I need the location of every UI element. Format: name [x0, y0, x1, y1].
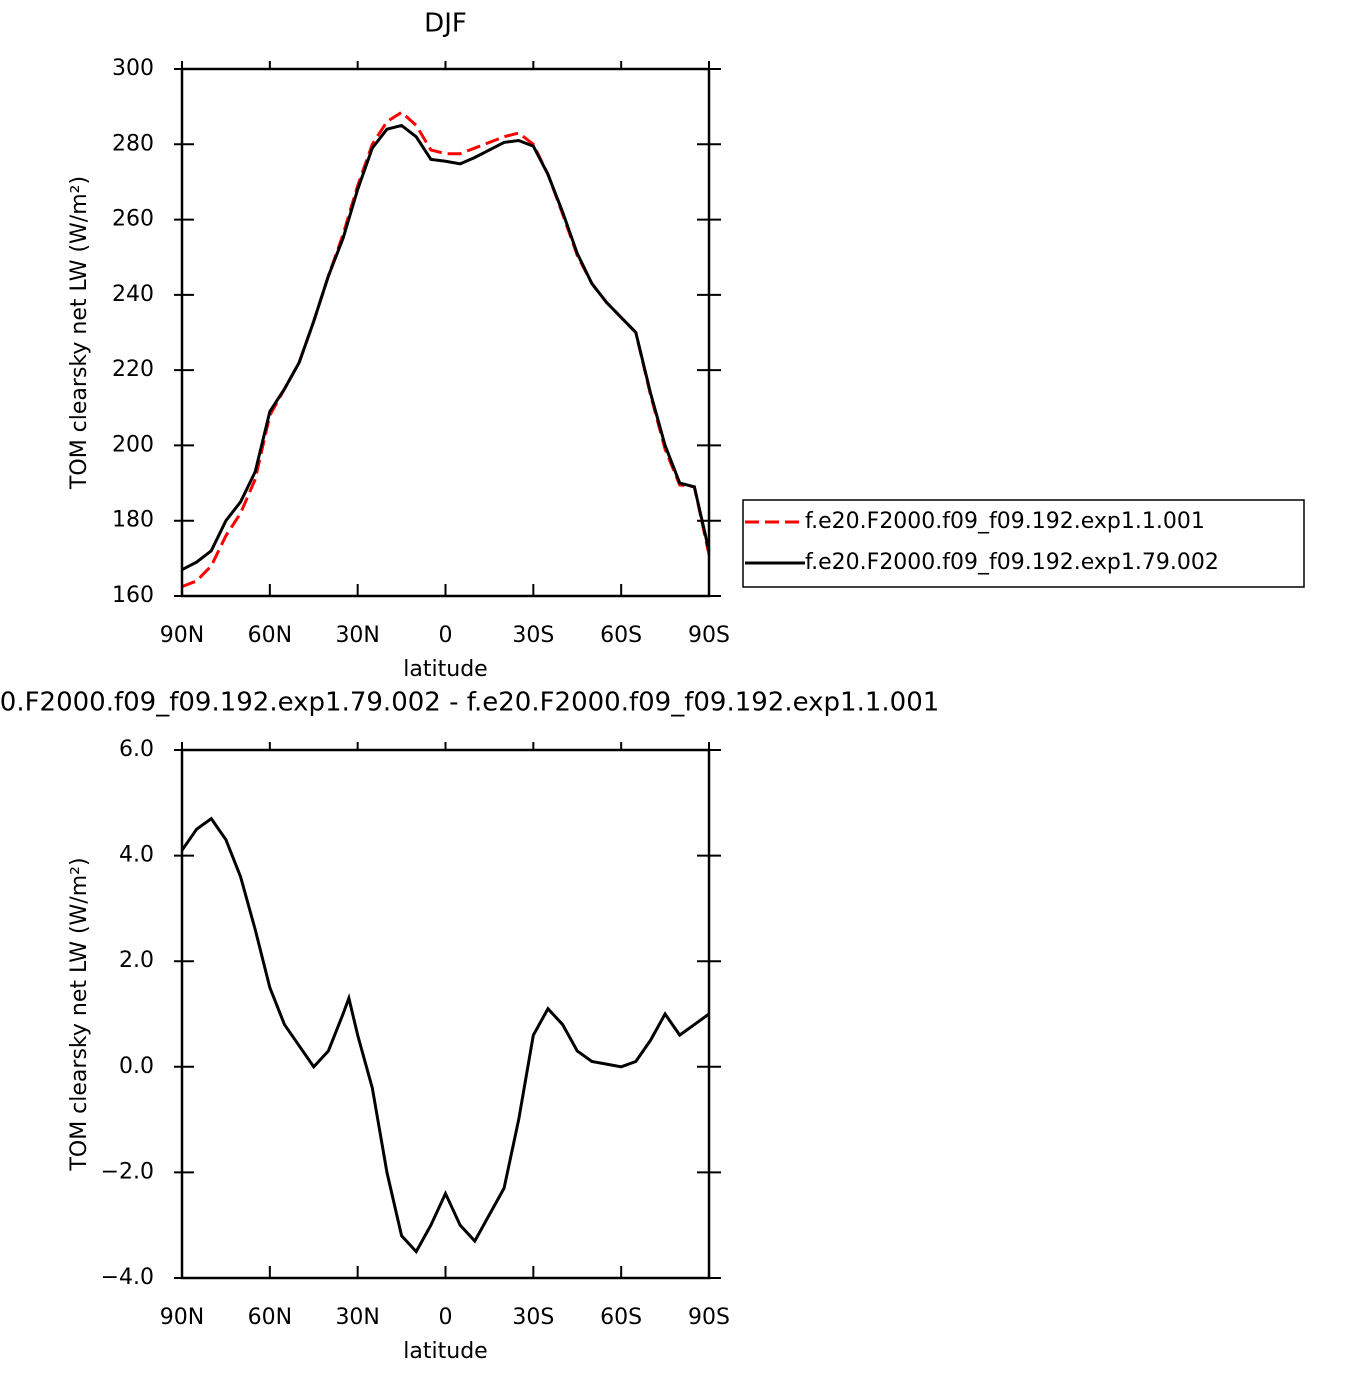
- x-tick-label: 60N: [248, 1305, 292, 1330]
- y-tick-label: 180: [112, 508, 154, 533]
- x-tick-label: 30N: [335, 623, 379, 648]
- x-tick-label: 90S: [688, 623, 730, 648]
- y-tick-label: 0.0: [119, 1054, 154, 1079]
- x-tick-label: 60S: [600, 1305, 642, 1330]
- x-tick-label: 0: [439, 1305, 453, 1330]
- chart-title: f.e20.F2000.f09_f09.192.exp1.79.002 - f.…: [0, 688, 939, 718]
- x-tick-label: 30S: [512, 1305, 554, 1330]
- legend-label: f.e20.F2000.f09_f09.192.exp1.1.001: [805, 509, 1205, 534]
- y-tick-label: 220: [112, 357, 154, 382]
- plot-frame: [180, 748, 711, 1280]
- y-tick-label: 160: [112, 583, 154, 608]
- legend-box: [742, 499, 1305, 588]
- y-tick-label: 4.0: [119, 843, 154, 868]
- y-axis-label: TOM clearsky net LW (W/m²): [67, 176, 92, 490]
- y-tick-label: 280: [112, 131, 154, 156]
- x-axis-label: latitude: [403, 657, 487, 682]
- plot-frame: [180, 67, 711, 598]
- x-tick-label: 90N: [160, 623, 204, 648]
- data-line: [180, 816, 710, 1255]
- y-tick-label: 240: [112, 282, 154, 307]
- x-tick-label: 30N: [335, 1305, 379, 1330]
- legend-label: f.e20.F2000.f09_f09.192.exp1.79.002: [805, 550, 1219, 575]
- y-axis-label: TOM clearsky net LW (W/m²): [67, 857, 92, 1171]
- x-axis-label: latitude: [403, 1339, 487, 1364]
- y-tick-label: 260: [112, 207, 154, 232]
- data-line: [181, 123, 711, 571]
- x-tick-label: 90S: [688, 1305, 730, 1330]
- chart-title: DJF: [424, 9, 467, 39]
- y-tick-label: 300: [112, 56, 154, 81]
- x-tick-label: 0: [439, 623, 453, 648]
- x-tick-label: 30S: [512, 623, 554, 648]
- y-tick-label: −2.0: [101, 1159, 154, 1184]
- y-tick-label: −4.0: [101, 1265, 154, 1290]
- y-tick-label: 2.0: [119, 948, 154, 973]
- y-tick-label: 200: [112, 432, 154, 457]
- data-line: [181, 110, 711, 588]
- x-tick-label: 90N: [160, 1305, 204, 1330]
- x-tick-label: 60N: [248, 623, 292, 648]
- x-tick-label: 60S: [600, 623, 642, 648]
- y-tick-label: 6.0: [119, 737, 154, 762]
